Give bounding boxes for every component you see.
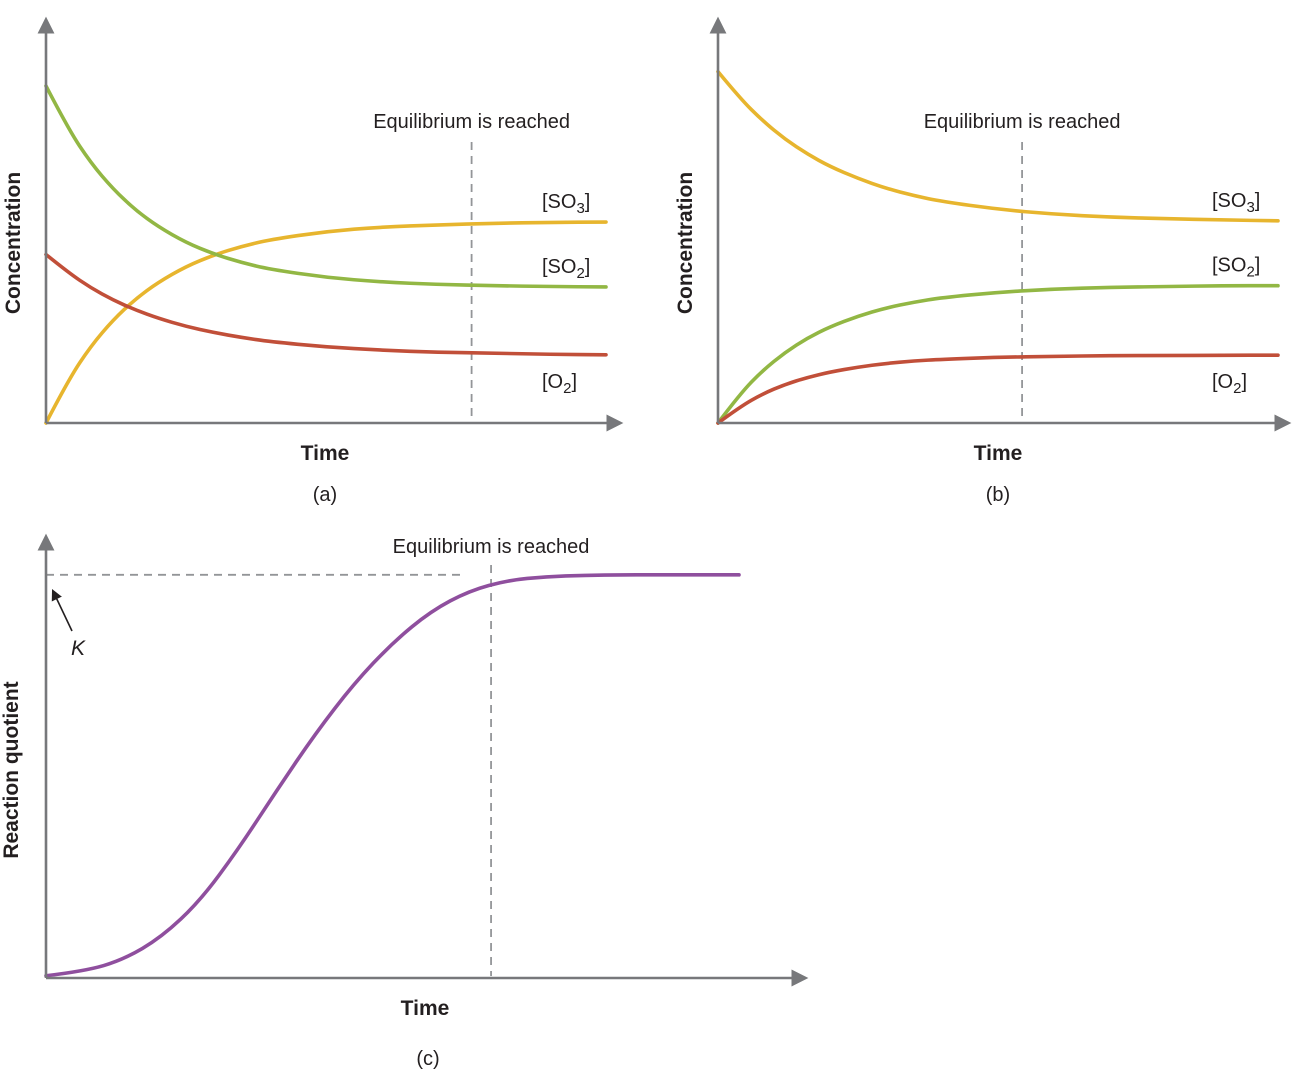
- curve-so3: [44, 220, 608, 425]
- curves-group: [44, 573, 741, 978]
- chart-a-container: Equilibrium is reached [SO3] [SO2] [O2] …: [0, 0, 650, 510]
- curve-so3: [716, 69, 1280, 223]
- caption-a: (a): [313, 484, 337, 505]
- curve-q: [44, 573, 741, 978]
- series-label-o2: [O2]: [1212, 371, 1247, 397]
- series-label-o2: [O2]: [542, 371, 577, 397]
- curves-group: [716, 69, 1280, 425]
- equilibrium-annotation: Equilibrium is reached: [373, 111, 570, 133]
- x-axis-label: Time: [401, 997, 450, 1020]
- chart-b-container: Equilibrium is reached [SO3] [SO2] [O2] …: [670, 0, 1300, 510]
- x-axis-label: Time: [974, 442, 1023, 465]
- equilibrium-annotation: Equilibrium is reached: [393, 536, 590, 558]
- chart-a: Equilibrium is reached [SO3] [SO2] [O2] …: [2, 16, 624, 506]
- x-axis-label: Time: [301, 442, 350, 465]
- curve-o2: [44, 252, 608, 357]
- equilibrium-annotation: Equilibrium is reached: [924, 111, 1121, 133]
- k-pointer-arrow: [51, 588, 73, 632]
- series-label-so2: [SO2]: [1212, 255, 1260, 281]
- series-label-so2: [SO2]: [542, 256, 590, 282]
- y-axis-label: Concentration: [674, 172, 697, 314]
- curve-so2: [44, 84, 608, 289]
- chart-c-container: Equilibrium is reached K Reaction quotie…: [0, 515, 840, 1084]
- caption-c: (c): [416, 1048, 439, 1070]
- curve-so2: [716, 283, 1280, 425]
- y-axis-label: Concentration: [2, 172, 25, 314]
- k-label: K: [71, 637, 86, 660]
- y-axis-label: Reaction quotient: [0, 681, 23, 858]
- chart-b: Equilibrium is reached [SO3] [SO2] [O2] …: [674, 16, 1292, 506]
- series-labels: [SO3] [SO2] [O2]: [542, 191, 590, 397]
- curves-group: [44, 84, 608, 425]
- chart-c: Equilibrium is reached K Reaction quotie…: [0, 533, 809, 1070]
- series-labels: [SO3] [SO2] [O2]: [1212, 190, 1260, 397]
- series-label-so3: [SO3]: [1212, 190, 1260, 216]
- caption-b: (b): [986, 484, 1010, 505]
- curve-o2: [716, 353, 1280, 425]
- series-label-so3: [SO3]: [542, 191, 590, 217]
